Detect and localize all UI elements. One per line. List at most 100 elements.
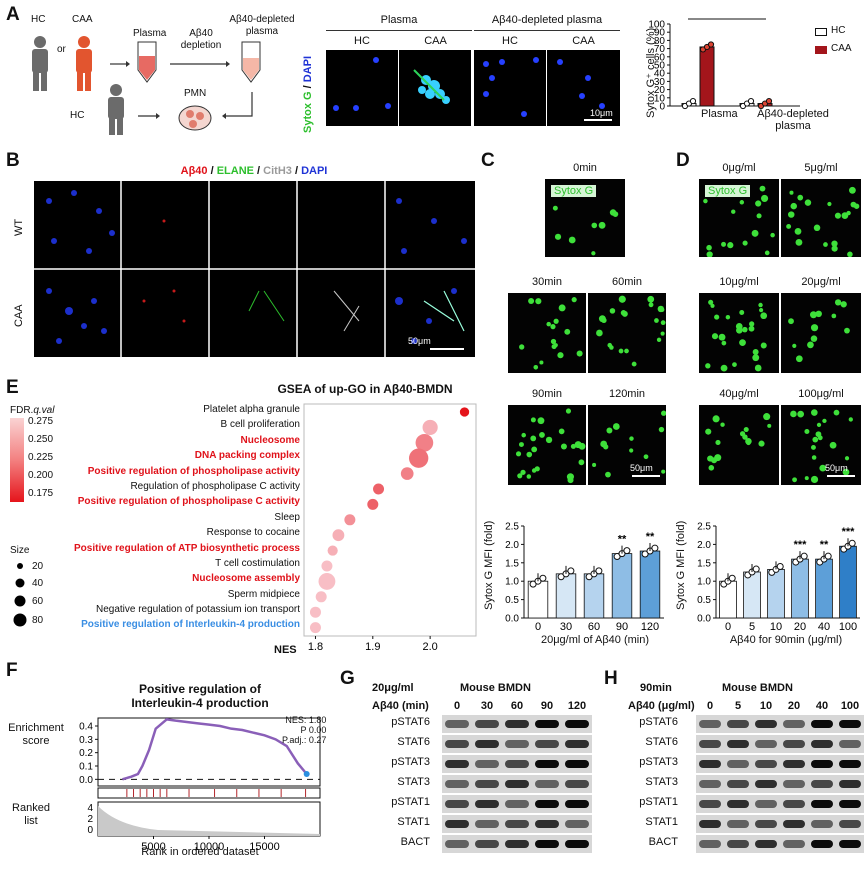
blot-band — [699, 740, 721, 748]
x-tick-label: 60 — [588, 621, 600, 632]
blot-band — [505, 720, 529, 728]
time-label: 90min — [532, 388, 562, 400]
y-tick-label: 0.4 — [79, 722, 93, 733]
significance-label: *** — [734, 14, 748, 20]
significance-label: *** — [794, 539, 808, 551]
bar — [839, 545, 857, 619]
x-tick-label: 2.0 — [422, 641, 437, 653]
x-tick-label: 1.9 — [365, 641, 380, 653]
blot-row-label: pSTAT1 — [391, 796, 430, 808]
y-axis-label: Sytox G MFI (fold) — [675, 520, 687, 610]
blot-band — [727, 840, 749, 848]
blot-band — [727, 720, 749, 728]
gsea-dot — [344, 514, 356, 526]
gsea-term-label: Sperm midpiece — [227, 588, 300, 600]
blot-band — [699, 800, 721, 808]
blot-band — [839, 820, 861, 828]
y-tick-label: 50 — [654, 61, 666, 72]
micro-col-caa: CAA — [424, 35, 447, 47]
hc-person-icon — [32, 36, 48, 91]
blot-band — [445, 840, 469, 848]
size-tick: 40 — [32, 578, 44, 589]
running-es-line — [122, 718, 308, 781]
blot-row-label: BACT — [648, 836, 678, 848]
micro-col-hc: HC — [354, 35, 370, 47]
time-label: 60min — [612, 276, 642, 288]
panel-label-e: E — [6, 377, 19, 398]
y-tick-label: 100 — [648, 20, 665, 31]
blot-band — [755, 760, 777, 768]
blot-band — [783, 840, 805, 848]
blot-band — [811, 800, 833, 808]
blot-band — [505, 820, 529, 828]
blot-band — [755, 780, 777, 788]
micro-d-10 — [698, 292, 780, 374]
x-tick-label: 20 — [794, 621, 806, 632]
replicate-dot — [595, 567, 603, 575]
enrichment-title-1: Positive regulation of — [138, 682, 261, 696]
stain-label: Sytox G / DAPI — [302, 55, 314, 133]
micro-col-hc: HC — [502, 35, 518, 47]
blot-band — [839, 760, 861, 768]
panel-label-g: G — [340, 668, 355, 689]
gsea-term-label: Regulation of phospholipase C activity — [130, 480, 300, 492]
blot-band — [727, 800, 749, 808]
blot-band — [839, 780, 861, 788]
micro-d-40 — [698, 404, 780, 486]
blot-strip — [696, 735, 864, 753]
blot-strip — [442, 755, 592, 773]
label-caa: CAA — [72, 14, 93, 25]
gsea-term-label: Nucleosome assembly — [192, 573, 300, 585]
panel-label-d: D — [676, 150, 690, 171]
micro-c-60 — [587, 292, 667, 374]
blot-strip — [442, 715, 592, 733]
blot-band — [445, 740, 469, 748]
fdr-tick: 0.275 — [28, 416, 54, 427]
x-tick-label: 40 — [818, 621, 830, 632]
label-or: or — [57, 44, 66, 55]
legend-caa: CAA — [831, 43, 852, 54]
y-tick-label: 0 — [659, 102, 665, 113]
caa-person-icon — [76, 36, 92, 91]
gsea-dot — [321, 560, 333, 572]
blot-band — [475, 820, 499, 828]
lane-label: 40 — [815, 700, 829, 712]
x-tick-label: 10000 — [194, 841, 225, 850]
blot-strip — [696, 755, 864, 773]
x-tick-label: 5000 — [141, 841, 165, 850]
micro-col-caa: CAA — [572, 35, 595, 47]
replicate-dot — [557, 573, 565, 581]
micro-d-100: 50μm — [780, 404, 862, 486]
blot-band — [755, 720, 777, 728]
x-tick-label: 100 — [839, 621, 857, 632]
h-title: Mouse BMDN — [722, 682, 793, 694]
micro-header-depleted: Aβ40-depleted plasma — [491, 14, 603, 26]
blot-band — [535, 780, 559, 788]
lane-label: 30 — [480, 700, 494, 712]
blot-band — [505, 740, 529, 748]
panel-label-h: H — [604, 668, 618, 689]
blot-band — [811, 720, 833, 728]
gsea-term-label: Positive regulation of ATP biosynthetic … — [74, 542, 300, 554]
dose-label: 20μg/ml — [801, 276, 841, 288]
blot-band — [535, 820, 559, 828]
y-tick-label: 1.5 — [697, 558, 711, 569]
dose-label: 100μg/ml — [798, 388, 844, 400]
y-tick-label: 0.5 — [505, 595, 519, 606]
blot-band — [565, 780, 589, 788]
blot-band — [783, 820, 805, 828]
net-cluster — [413, 69, 450, 104]
lane-label: 90 — [540, 700, 554, 712]
stain-label-c: Sytox G — [551, 185, 597, 197]
plasma-tube-icon — [137, 41, 157, 83]
significance-label: ** — [618, 534, 627, 546]
size-legend-dots — [13, 563, 27, 627]
enrichment-title-2: Interleukin-4 production — [131, 696, 269, 710]
blot-band — [727, 780, 749, 788]
stain-word: / — [207, 165, 217, 177]
blot-band — [727, 820, 749, 828]
lane-label: 0 — [706, 700, 714, 712]
blot-strip — [696, 715, 864, 733]
size-tick: 80 — [32, 615, 44, 626]
lane-label: 10 — [759, 700, 773, 712]
